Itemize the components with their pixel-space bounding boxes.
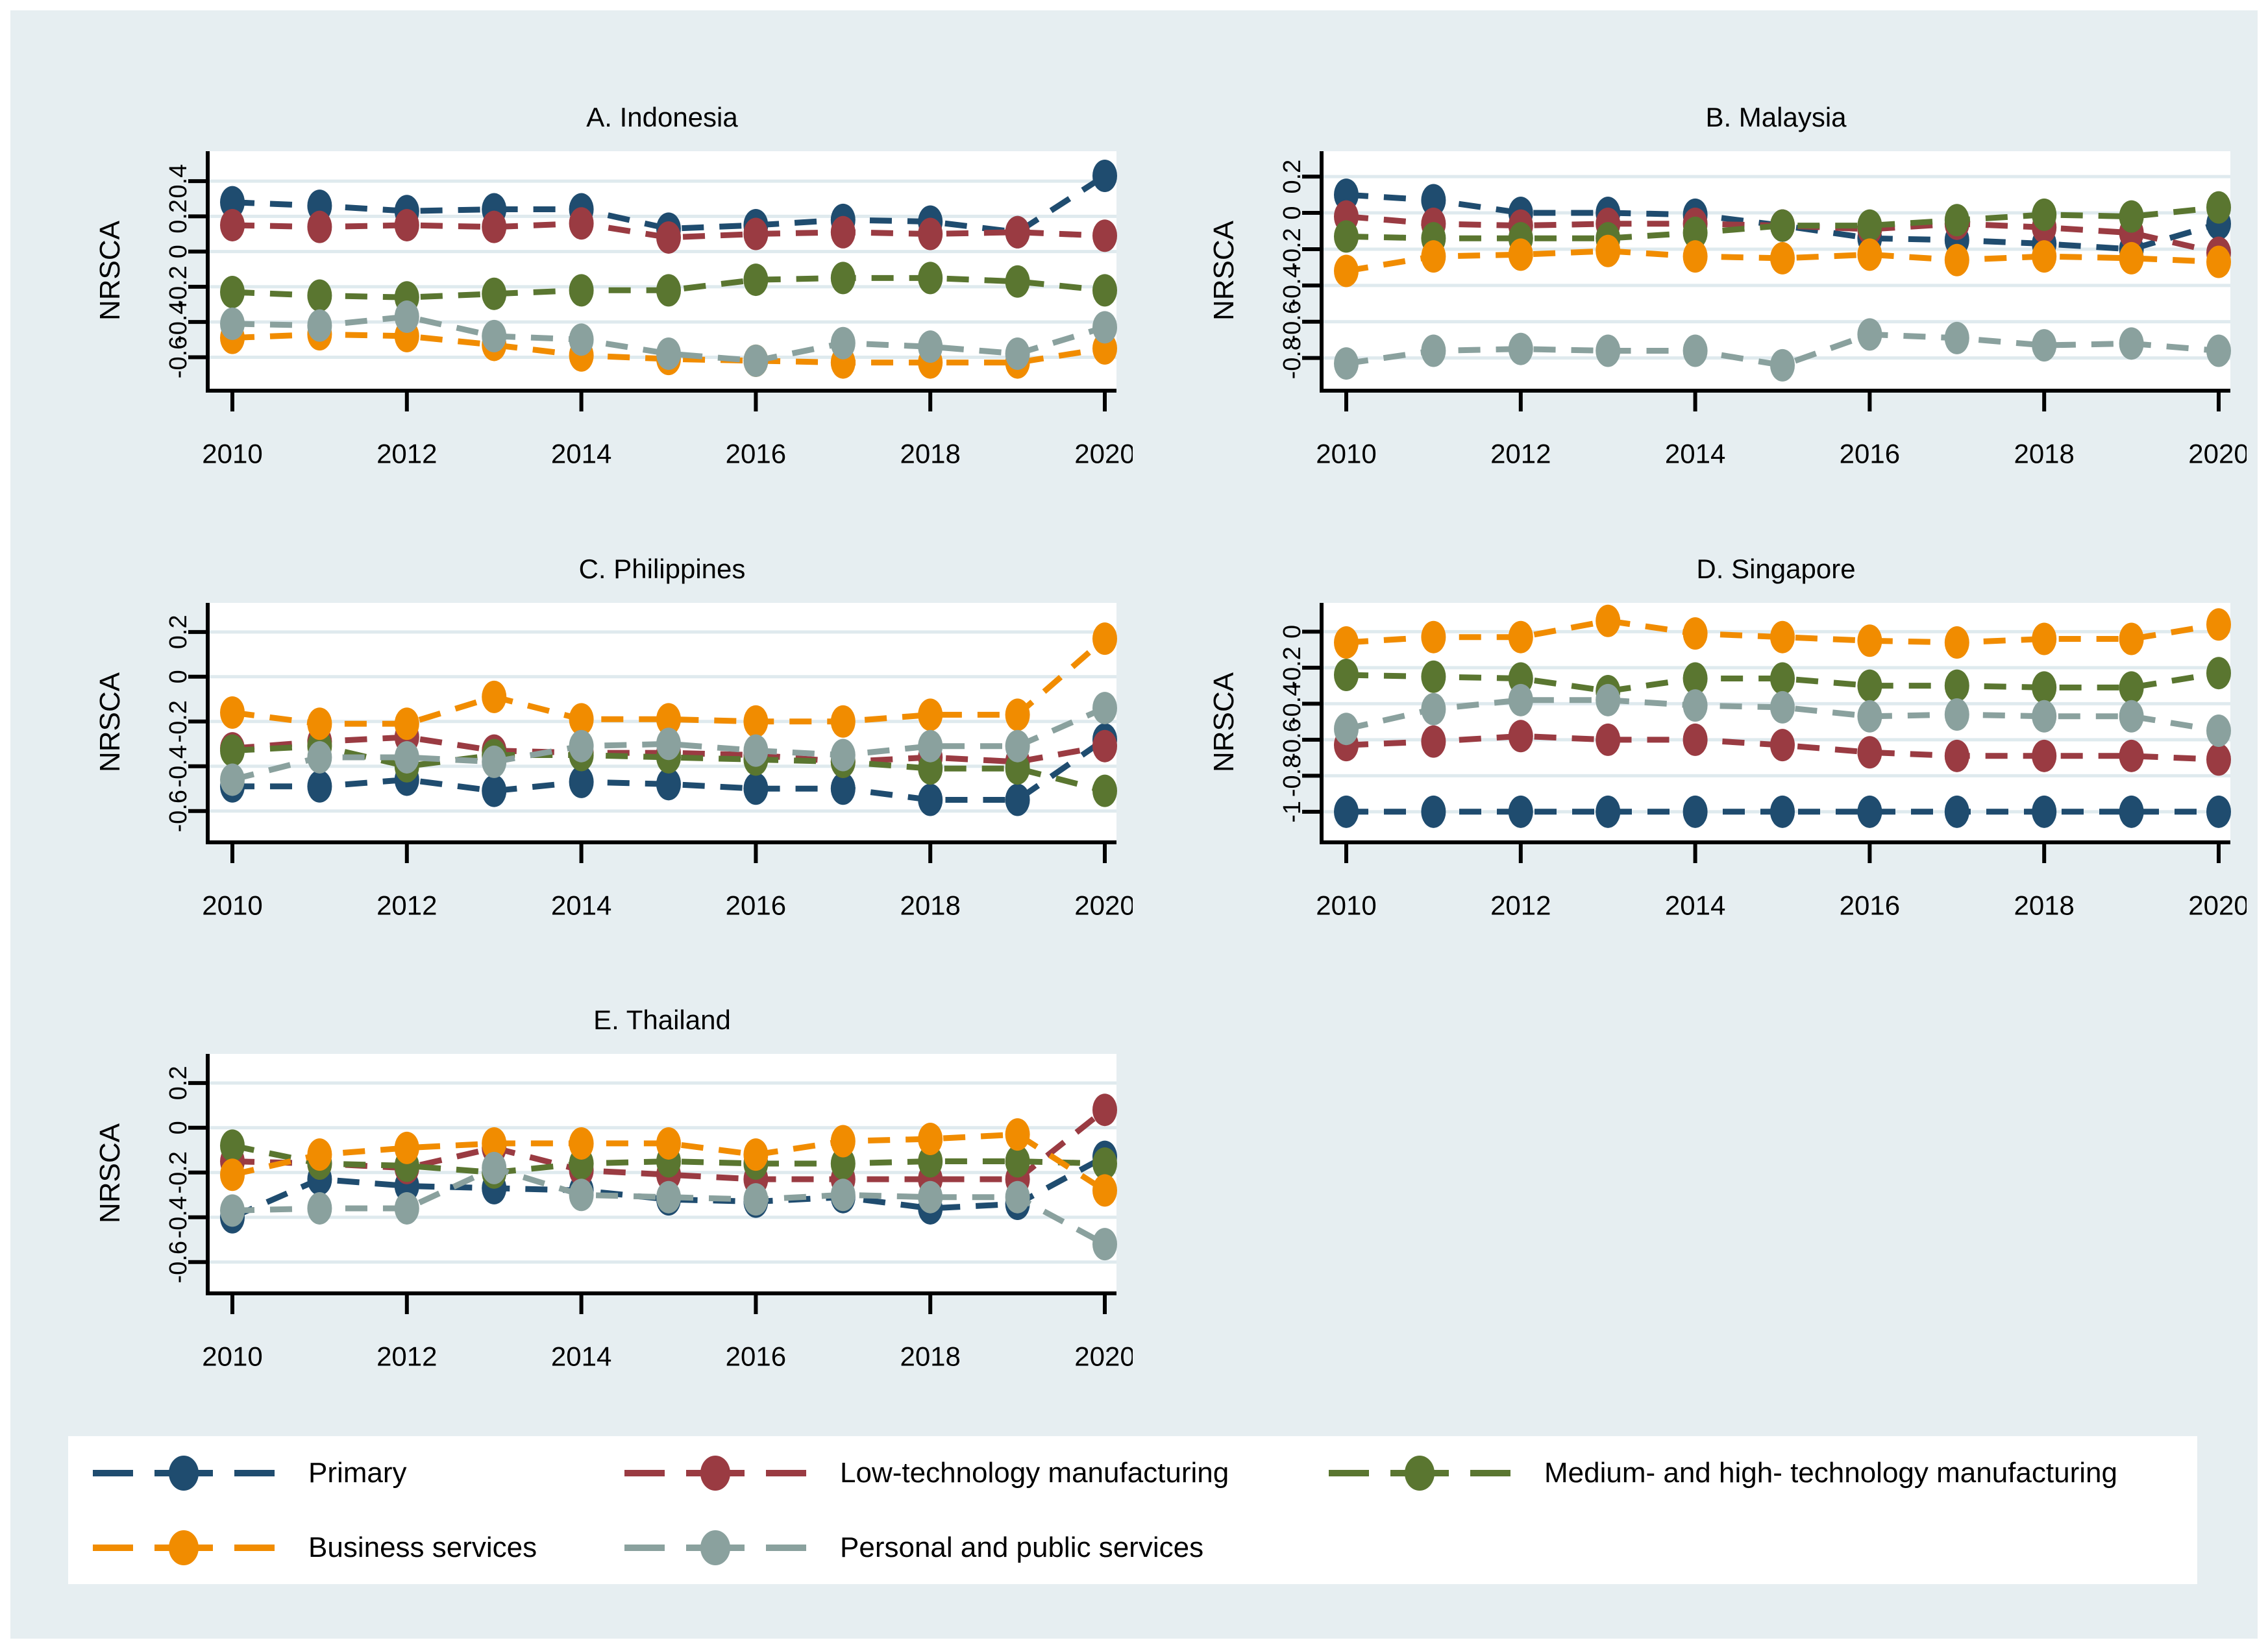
svg-text:2012: 2012 (1490, 890, 1551, 921)
legend-label-medium-high-technology: Medium- and high- technology manufacturi… (1544, 1457, 2117, 1489)
svg-text:-0.2: -0.2 (1279, 228, 1306, 270)
singapore-plot: 0 -0.2-0.4-0.6-0.8 -1 2010 2012 2014 2016 2018 2… (1279, 603, 2247, 921)
svg-text:2014: 2014 (551, 439, 611, 469)
svg-text:-0.4: -0.4 (165, 745, 192, 787)
svg-text:2010: 2010 (1316, 439, 1376, 469)
panel-title-indonesia: A. Indonesia (586, 102, 738, 132)
legend-label-low-technology: Low-technology manufacturing (840, 1457, 1229, 1489)
svg-text:-0.4: -0.4 (165, 300, 192, 343)
legend-label-primary: Primary (308, 1457, 407, 1489)
svg-text:-0.8: -0.8 (1279, 337, 1306, 379)
svg-text:2010: 2010 (202, 1341, 262, 1372)
figure-canvas: 0.4 0.2 0 -0.2 -0.4 -0.6 2010 2012 2014 2016 2018 2… (10, 10, 2258, 1639)
svg-text:-0.4: -0.4 (1279, 683, 1306, 725)
svg-text:0.4: 0.4 (165, 164, 192, 199)
personal-public-services-line-symbol (624, 1530, 806, 1565)
svg-text:0.2: 0.2 (165, 1066, 192, 1100)
svg-text:2018: 2018 (900, 890, 960, 921)
legend-label-business-services: Business services (308, 1532, 537, 1563)
svg-text:2016: 2016 (726, 1341, 786, 1372)
svg-text:2014: 2014 (1665, 890, 1725, 921)
philippines-plot: 0.2 0 -0.2 -0.4 -0.6 2010 2012 2014 2016 2018 2020 (165, 603, 1133, 921)
svg-text:2016: 2016 (1840, 439, 1900, 469)
svg-text:-0.6: -0.6 (1279, 300, 1306, 343)
svg-text:2010: 2010 (1316, 890, 1376, 921)
panel-title-malaysia: B. Malaysia (1705, 102, 1847, 132)
legend-entry-medium-high-technology-manufacturing: Medium- and high- technology manufacturi… (1329, 1454, 2117, 1493)
svg-text:2018: 2018 (2014, 890, 2074, 921)
svg-text:2010: 2010 (202, 439, 262, 469)
svg-text:-0.8: -0.8 (1279, 755, 1306, 797)
svg-text:2020: 2020 (1074, 1341, 1133, 1372)
svg-text:2020: 2020 (2188, 439, 2247, 469)
legend: Primary Low-technology manufacturing Med… (68, 1436, 2197, 1584)
svg-text:-0.6: -0.6 (165, 336, 192, 378)
svg-text:-0.2: -0.2 (165, 265, 192, 308)
svg-text:0: 0 (165, 245, 192, 258)
y-axis-title: NRSCA (94, 220, 126, 321)
svg-text:2020: 2020 (1074, 890, 1133, 921)
svg-text:2016: 2016 (726, 439, 786, 469)
panel-thailand: 0.2 0 -0.2 -0.4 -0.6 2010 2012 2014 2016 2018 2020… (26, 964, 1133, 1422)
legend-entry-primary: Primary (93, 1454, 407, 1493)
indonesia-plot: 0.40.2 0 -0.2-0.4-0.6 2010 2012 2014 2016 2018 2… (165, 151, 1133, 469)
y-axis-title: NRSCA (94, 672, 126, 773)
svg-text:-0.2: -0.2 (1279, 646, 1306, 689)
panel-title-thailand: E. Thailand (593, 1005, 731, 1035)
medium-high-technology-line-symbol (1329, 1456, 1510, 1491)
legend-entry-business-services: Business services (93, 1528, 537, 1567)
low-technology-line-symbol (624, 1456, 806, 1491)
svg-text:2018: 2018 (900, 1341, 960, 1372)
svg-text:2016: 2016 (1840, 890, 1900, 921)
svg-text:0.2: 0.2 (165, 199, 192, 234)
svg-text:0: 0 (165, 1121, 192, 1134)
panel-indonesia: 0.4 0.2 0 -0.2 -0.4 -0.6 2010 2012 2014 2016 2018 2… (26, 62, 1133, 519)
panel-singapore: 0 -0.2 -0.4 -0.6 -0.8 -1 2010 2012 2014 2016 2018 2… (1140, 513, 2247, 971)
svg-text:2020: 2020 (2188, 890, 2247, 921)
svg-text:-0.2: -0.2 (165, 1151, 192, 1193)
thailand-plot: 0.2 0 -0.2 -0.4 -0.6 2010 2012 2014 2016 2018 2020 (165, 1054, 1133, 1372)
panel-malaysia: 0.2 0 -0.2 -0.4 -0.6 -0.8 2010 2012 2014 2016 2018… (1140, 62, 2247, 519)
svg-text:2010: 2010 (202, 890, 262, 921)
svg-text:-0.6: -0.6 (165, 790, 192, 832)
svg-text:2012: 2012 (376, 1341, 437, 1372)
primary-line-symbol (93, 1456, 275, 1491)
svg-text:2016: 2016 (726, 890, 786, 921)
svg-text:0.2: 0.2 (1279, 160, 1306, 194)
svg-text:-0.6: -0.6 (165, 1241, 192, 1283)
svg-text:0: 0 (165, 670, 192, 683)
svg-text:-0.2: -0.2 (165, 700, 192, 742)
svg-text:2018: 2018 (2014, 439, 2074, 469)
svg-text:2014: 2014 (551, 890, 611, 921)
panel-title-philippines: C. Philippines (578, 554, 746, 584)
svg-text:2014: 2014 (551, 1341, 611, 1372)
panel-title-singapore: D. Singapore (1696, 554, 1856, 584)
legend-entry-low-technology-manufacturing: Low-technology manufacturing (624, 1454, 1229, 1493)
svg-text:0: 0 (1279, 625, 1306, 639)
svg-text:-1: -1 (1279, 801, 1306, 823)
malaysia-plot: 0.2 0 -0.2-0.4-0.6-0.8 2010 2012 2014 2016 2018… (1279, 151, 2247, 469)
svg-text:2012: 2012 (1490, 439, 1551, 469)
y-axis-title: NRSCA (1208, 672, 1240, 773)
legend-entry-personal-public-services: Personal and public services (624, 1528, 1203, 1567)
legend-label-personal-public-services: Personal and public services (840, 1532, 1204, 1563)
svg-text:2014: 2014 (1665, 439, 1725, 469)
svg-text:0: 0 (1279, 206, 1306, 219)
svg-text:-0.4: -0.4 (1279, 264, 1306, 306)
svg-text:-0.4: -0.4 (165, 1196, 192, 1238)
svg-text:-0.6: -0.6 (1279, 718, 1306, 761)
svg-text:2012: 2012 (376, 439, 437, 469)
svg-text:2018: 2018 (900, 439, 960, 469)
y-axis-title: NRSCA (94, 1123, 126, 1224)
svg-text:2020: 2020 (1074, 439, 1133, 469)
svg-text:0.2: 0.2 (165, 615, 192, 649)
business-services-line-symbol (93, 1530, 275, 1565)
y-axis-title: NRSCA (1208, 220, 1240, 321)
panel-philippines: 0.2 0 -0.2 -0.4 -0.6 2010 2012 2014 2016 2018 2020… (26, 513, 1133, 971)
svg-text:2012: 2012 (376, 890, 437, 921)
